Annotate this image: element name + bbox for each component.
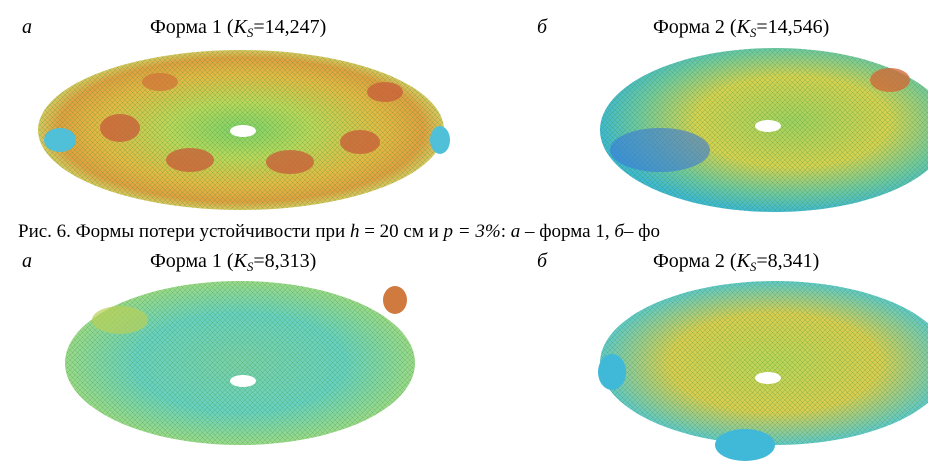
- text-part: K: [737, 250, 750, 272]
- text-part: Форма 1 (: [150, 250, 234, 272]
- text-part: :: [501, 221, 511, 242]
- plate-a1: [38, 50, 450, 210]
- text-part: = 20 см и: [359, 221, 443, 242]
- text-part: Рис. 6. Формы потери устойчивости при: [18, 221, 350, 242]
- panel-label: б: [537, 16, 547, 39]
- caption: Рис. 6. Формы потери устойчивости при h …: [18, 221, 660, 243]
- panel-title: Форма 1 (KS=8,313): [150, 250, 316, 275]
- text-part: Форма 2 (: [653, 16, 737, 38]
- text-part: h: [350, 221, 360, 242]
- text-part: а: [511, 221, 521, 242]
- panel-title: Форма 2 (KS=8,341): [653, 250, 819, 275]
- panel-title: Форма 1 (KS=14,247): [150, 16, 326, 41]
- panel-label: а: [22, 250, 32, 273]
- text-part: =14,247): [253, 16, 326, 38]
- text-part: Форма 2 (: [653, 250, 737, 272]
- text-part: =14,546): [756, 16, 829, 38]
- panel-label: б: [537, 250, 547, 273]
- panel-label: а: [22, 16, 32, 39]
- panel-title: Форма 2 (KS=14,546): [653, 16, 829, 41]
- text-part: K: [234, 16, 247, 38]
- text-part: K: [234, 250, 247, 272]
- text-part: K: [737, 16, 750, 38]
- text-part: Форма 1 (: [150, 16, 234, 38]
- text-part: б: [614, 221, 624, 242]
- plate-b2: [598, 281, 928, 461]
- text-part: – фо: [624, 221, 660, 242]
- text-part: =8,341): [756, 250, 819, 272]
- page: а Форма 1 (KS=14,247) б Форма 2 (KS=14,5…: [0, 0, 928, 469]
- text-part: p = 3%: [444, 221, 501, 242]
- plate-b1: [600, 48, 928, 212]
- text-part: – форма 1,: [520, 221, 614, 242]
- plate-a2: [65, 281, 415, 445]
- text-part: =8,313): [253, 250, 316, 272]
